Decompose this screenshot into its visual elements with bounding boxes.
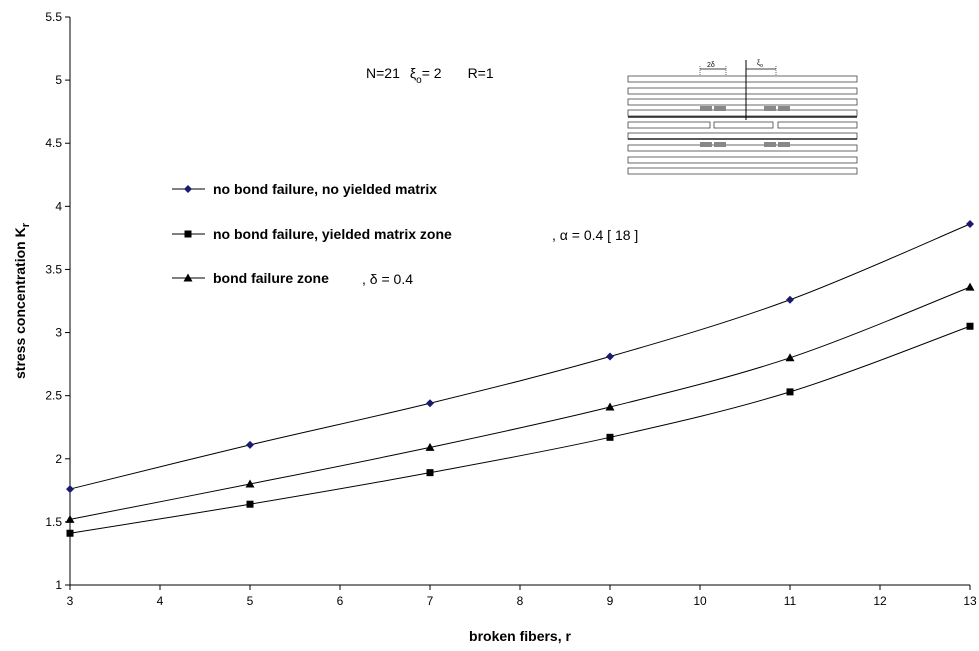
- series-1: [66, 220, 974, 494]
- x-tick-label: 11: [784, 594, 797, 608]
- x-tick-label: 9: [607, 594, 614, 608]
- series-1-point: [426, 399, 434, 408]
- x-tick-label: 5: [247, 594, 254, 608]
- series-3-point: [965, 282, 975, 291]
- legend-marker-3: [183, 273, 193, 282]
- ticks: 3 4 5 6 7 8 9 10 11 12 13 1 1.5 2 2.5 3 3.5 4 4.5 5 5.5: [45, 10, 977, 608]
- series-3: [65, 282, 975, 523]
- legend-label-2: no bond failure, yielded matrix zone: [213, 226, 452, 242]
- series-1-point: [786, 295, 794, 304]
- annotation-r: R=1: [468, 65, 494, 81]
- series-1-point: [246, 440, 254, 449]
- annotation-n: N=21: [366, 65, 400, 81]
- y-tick-label: 5: [55, 73, 62, 87]
- y-tick-label: 1: [55, 578, 62, 592]
- series-2: [66, 322, 974, 537]
- legend-suffix-3: , δ = 0.4: [362, 271, 413, 287]
- legend-marker-2: [184, 230, 192, 238]
- y-axis-title-main: stress concentration K: [12, 227, 28, 379]
- legend-label-3: bond failure zone: [213, 270, 329, 286]
- legend-marker-1: [184, 185, 192, 193]
- annotation-xi-subscript: o: [416, 75, 422, 86]
- inset-debond-zone: [714, 142, 726, 147]
- x-tick-label: 12: [873, 594, 887, 608]
- inset-fiber: [627, 109, 858, 117]
- inset-debond-zone: [764, 106, 776, 111]
- inset-debond-zone: [714, 106, 726, 111]
- series-2-line: [69, 325, 971, 534]
- series-2-point: [606, 433, 614, 441]
- series-1-line: [69, 223, 971, 490]
- series-3-point: [605, 402, 615, 411]
- y-axis-title-subscript: r: [20, 222, 32, 227]
- series-1-point: [606, 352, 614, 361]
- y-tick-label: 1.5: [45, 515, 62, 529]
- inset-xi-symbol: ξ: [757, 60, 760, 67]
- series-layer: [65, 220, 975, 537]
- inset-fiber-broken: [627, 121, 711, 129]
- inset-label-2delta: 2δ: [707, 62, 715, 69]
- inset-fiber: [627, 156, 858, 164]
- annotation-xi-value: = 2: [422, 65, 442, 81]
- y-tick-label: 3.5: [45, 262, 62, 276]
- y-tick-label: 3: [55, 326, 62, 340]
- series-3-point: [785, 353, 795, 362]
- inset-fiber-broken: [777, 121, 858, 129]
- inset-fiber: [627, 75, 858, 83]
- inset-debond-zone: [778, 106, 790, 111]
- x-tick-label: 13: [963, 594, 977, 608]
- fiber-schematic-inset: 2δ ξo: [627, 60, 858, 175]
- x-tick-label: 7: [427, 594, 434, 608]
- y-axis-title: stress concentration Kr: [12, 222, 32, 379]
- series-2-point: [966, 322, 974, 330]
- series-1-point: [966, 220, 974, 229]
- inset-label-xi: ξo: [757, 60, 763, 69]
- x-tick-label: 3: [67, 594, 74, 608]
- x-tick-label: 10: [693, 594, 707, 608]
- y-tick-label: 2: [55, 452, 62, 466]
- legend: no bond failure, no yielded matrix no bon…: [172, 181, 638, 287]
- series-1-point: [66, 485, 74, 494]
- y-tick-label: 4.5: [45, 136, 62, 150]
- series-2-point: [66, 529, 74, 537]
- inset-fiber-broken: [713, 121, 774, 129]
- annotation-xi-symbol: ξ: [410, 65, 416, 81]
- x-tick-label: 4: [157, 594, 164, 608]
- inset-fiber: [627, 144, 858, 152]
- legend-suffix-2: , α = 0.4 [ 18 ]: [552, 227, 638, 243]
- inset-fiber: [627, 167, 858, 175]
- inset-debond-zone: [700, 106, 712, 111]
- series-2-point: [786, 388, 794, 396]
- x-axis-title: broken fibers, r: [469, 628, 571, 644]
- legend-label-1: no bond failure, no yielded matrix: [213, 181, 437, 197]
- x-tick-label: 6: [337, 594, 344, 608]
- x-tick-label: 8: [517, 594, 524, 608]
- series-3-point: [65, 514, 75, 523]
- inset-fiber: [627, 87, 858, 95]
- inset-debond-zone: [778, 142, 790, 147]
- parameter-annotation: N=21 ξo= 2 R=1: [366, 65, 494, 86]
- inset-xi-subscript: o: [760, 63, 763, 69]
- series-3-point: [425, 442, 435, 451]
- series-3-point: [245, 479, 255, 488]
- y-tick-label: 2.5: [45, 389, 62, 403]
- inset-debond-zone: [700, 142, 712, 147]
- inset-fiber: [627, 132, 858, 140]
- series-2-point: [246, 500, 254, 508]
- inset-fiber: [627, 98, 858, 106]
- y-tick-label: 5.5: [45, 10, 62, 24]
- series-3-line: [69, 286, 971, 520]
- series-2-point: [426, 469, 434, 477]
- y-tick-label: 4: [55, 199, 62, 213]
- inset-debond-zone: [764, 142, 776, 147]
